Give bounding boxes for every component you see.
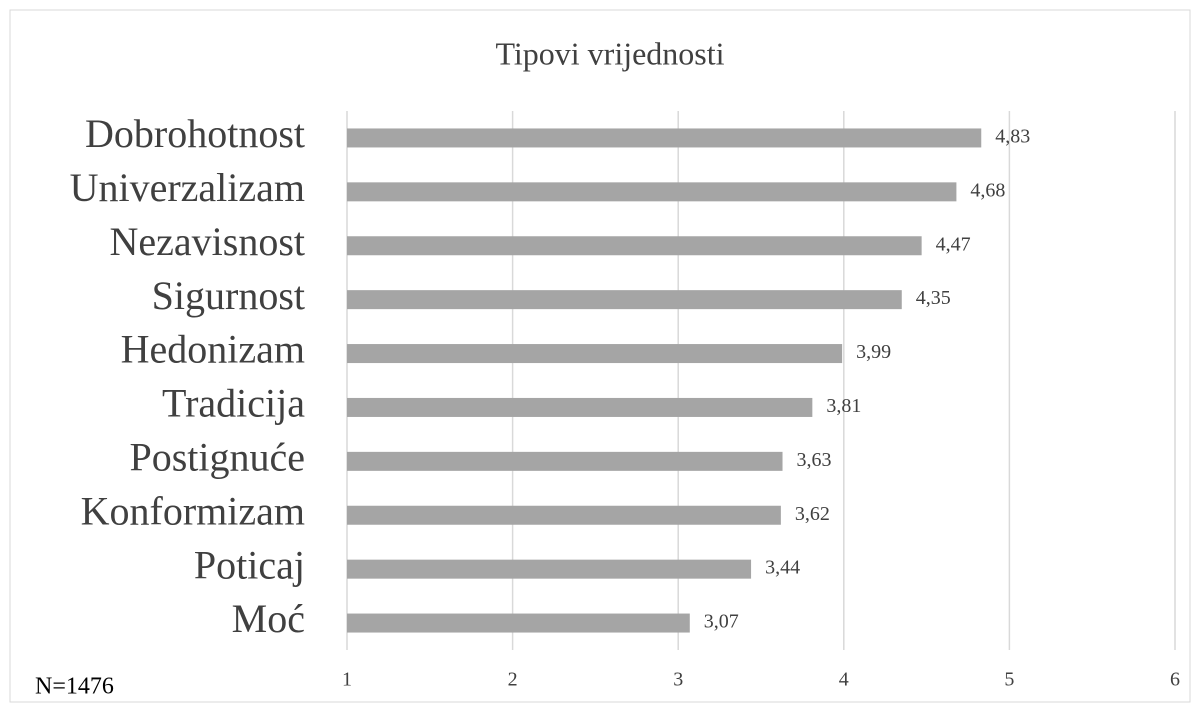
x-tick-label: 1 bbox=[342, 669, 352, 691]
bar bbox=[347, 182, 957, 202]
y-tick-label: Tradicija bbox=[162, 381, 305, 426]
x-tick-label: 3 bbox=[673, 669, 683, 691]
data-label: 3,07 bbox=[704, 611, 739, 633]
y-tick-label: Moć bbox=[232, 596, 305, 641]
bar bbox=[347, 236, 922, 256]
bar bbox=[347, 451, 783, 471]
bar bbox=[347, 613, 690, 633]
y-tick-label: Univerzalizam bbox=[70, 165, 305, 210]
annotation: N=1476 bbox=[35, 674, 114, 700]
data-label: 3,63 bbox=[797, 449, 832, 471]
y-tick-label: Hedonizam bbox=[121, 327, 305, 372]
data-label: 3,81 bbox=[826, 395, 861, 417]
x-tick-label: 2 bbox=[508, 669, 518, 691]
data-label: 4,83 bbox=[995, 126, 1030, 148]
data-label: 3,62 bbox=[795, 503, 830, 525]
x-tick-label: 4 bbox=[839, 669, 849, 691]
data-label: 3,99 bbox=[856, 341, 891, 363]
data-label: 3,44 bbox=[765, 557, 800, 579]
data-label: 4,47 bbox=[936, 233, 971, 255]
y-tick-label: Nezavisnost bbox=[109, 219, 305, 264]
y-tick-label: Dobrohotnost bbox=[85, 111, 305, 156]
bar bbox=[347, 290, 902, 310]
y-tick-label: Poticaj bbox=[194, 542, 305, 587]
bar bbox=[347, 559, 752, 579]
chart-title: Tipovi vrijednosti bbox=[495, 35, 724, 71]
bar bbox=[347, 505, 781, 525]
x-tick-label: 5 bbox=[1004, 669, 1014, 691]
bar bbox=[347, 128, 982, 148]
x-tick-label: 6 bbox=[1170, 669, 1180, 691]
data-label: 4,35 bbox=[916, 287, 951, 309]
y-tick-label: Postignuće bbox=[129, 435, 305, 480]
y-tick-label: Konformizam bbox=[81, 488, 305, 533]
bar bbox=[347, 344, 843, 364]
y-tick-label: Sigurnost bbox=[152, 273, 305, 318]
data-label: 4,68 bbox=[970, 179, 1005, 201]
bar bbox=[347, 397, 813, 417]
